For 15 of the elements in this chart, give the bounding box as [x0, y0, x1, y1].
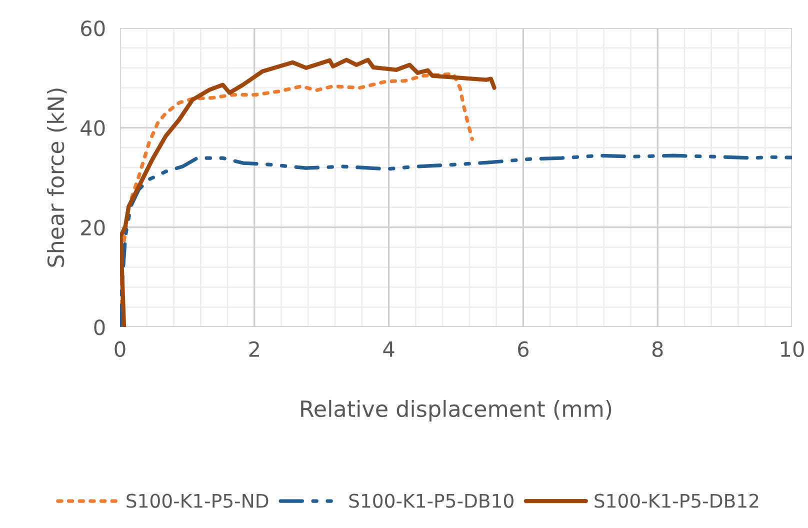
legend-label: S100-K1-P5-ND: [126, 494, 268, 508]
x-tick-label: 10: [781, 341, 804, 358]
y-axis-title: Shear force (kN): [46, 88, 67, 267]
y-tick-label: 40: [80, 120, 105, 136]
legend-label: S100-K1-P5-DB12: [594, 494, 758, 508]
x-tick-label: 4: [383, 342, 394, 357]
x-tick-label: 2: [249, 341, 259, 357]
x-tick-label: 8: [652, 341, 663, 358]
y-tick-label: 20: [81, 220, 105, 236]
x-tick-label: 6: [518, 341, 529, 358]
y-tick-label: 0: [94, 319, 105, 336]
y-tick-label: 60: [81, 20, 105, 36]
x-axis-title: Relative displacement (mm): [301, 400, 612, 422]
legend-label: S100-K1-P5-DB10: [349, 494, 514, 508]
x-tick-label: 0: [114, 341, 126, 358]
